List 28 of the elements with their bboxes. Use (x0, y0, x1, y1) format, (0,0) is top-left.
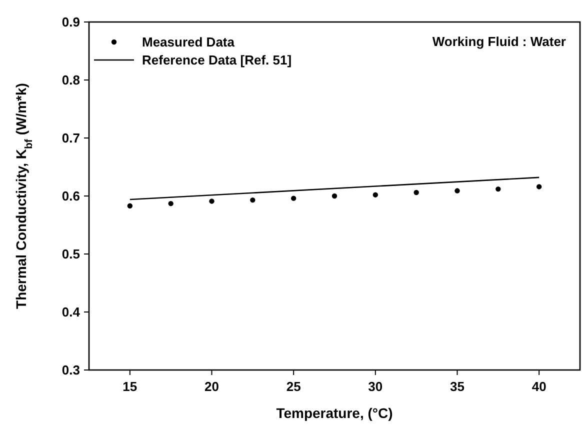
y-tick-label: 0.6 (62, 188, 80, 204)
x-tick-label: 35 (450, 379, 464, 394)
x-tick-label: 25 (286, 379, 301, 394)
point (496, 186, 501, 192)
point (332, 193, 338, 199)
point (168, 200, 174, 206)
point (209, 198, 214, 204)
legend-label: Measured Data (142, 34, 236, 50)
y-tick-label: 0.5 (62, 246, 80, 262)
x-tick-label: 30 (368, 379, 383, 394)
annotation: Working Fluid : Water (432, 34, 566, 49)
point (127, 203, 133, 208)
x-axis-title: Temperature, (°C) (276, 405, 393, 421)
y-tick-label: 0.9 (62, 14, 80, 30)
y-tick-label: 0.4 (62, 304, 81, 320)
legend-label: Reference Data [Ref. 51] (142, 52, 292, 68)
x-tick-label: 20 (204, 379, 219, 394)
y-tick-label: 0.8 (62, 72, 80, 88)
y-tick-label: 0.3 (62, 362, 80, 378)
point (536, 184, 542, 190)
x-tick-label: 15 (122, 379, 138, 394)
point (290, 196, 296, 201)
point (414, 190, 419, 196)
point (250, 197, 256, 203)
x-tick-label: 40 (532, 379, 546, 394)
point (454, 188, 460, 194)
point (372, 192, 378, 198)
y-tick-label: 0.7 (62, 130, 80, 146)
